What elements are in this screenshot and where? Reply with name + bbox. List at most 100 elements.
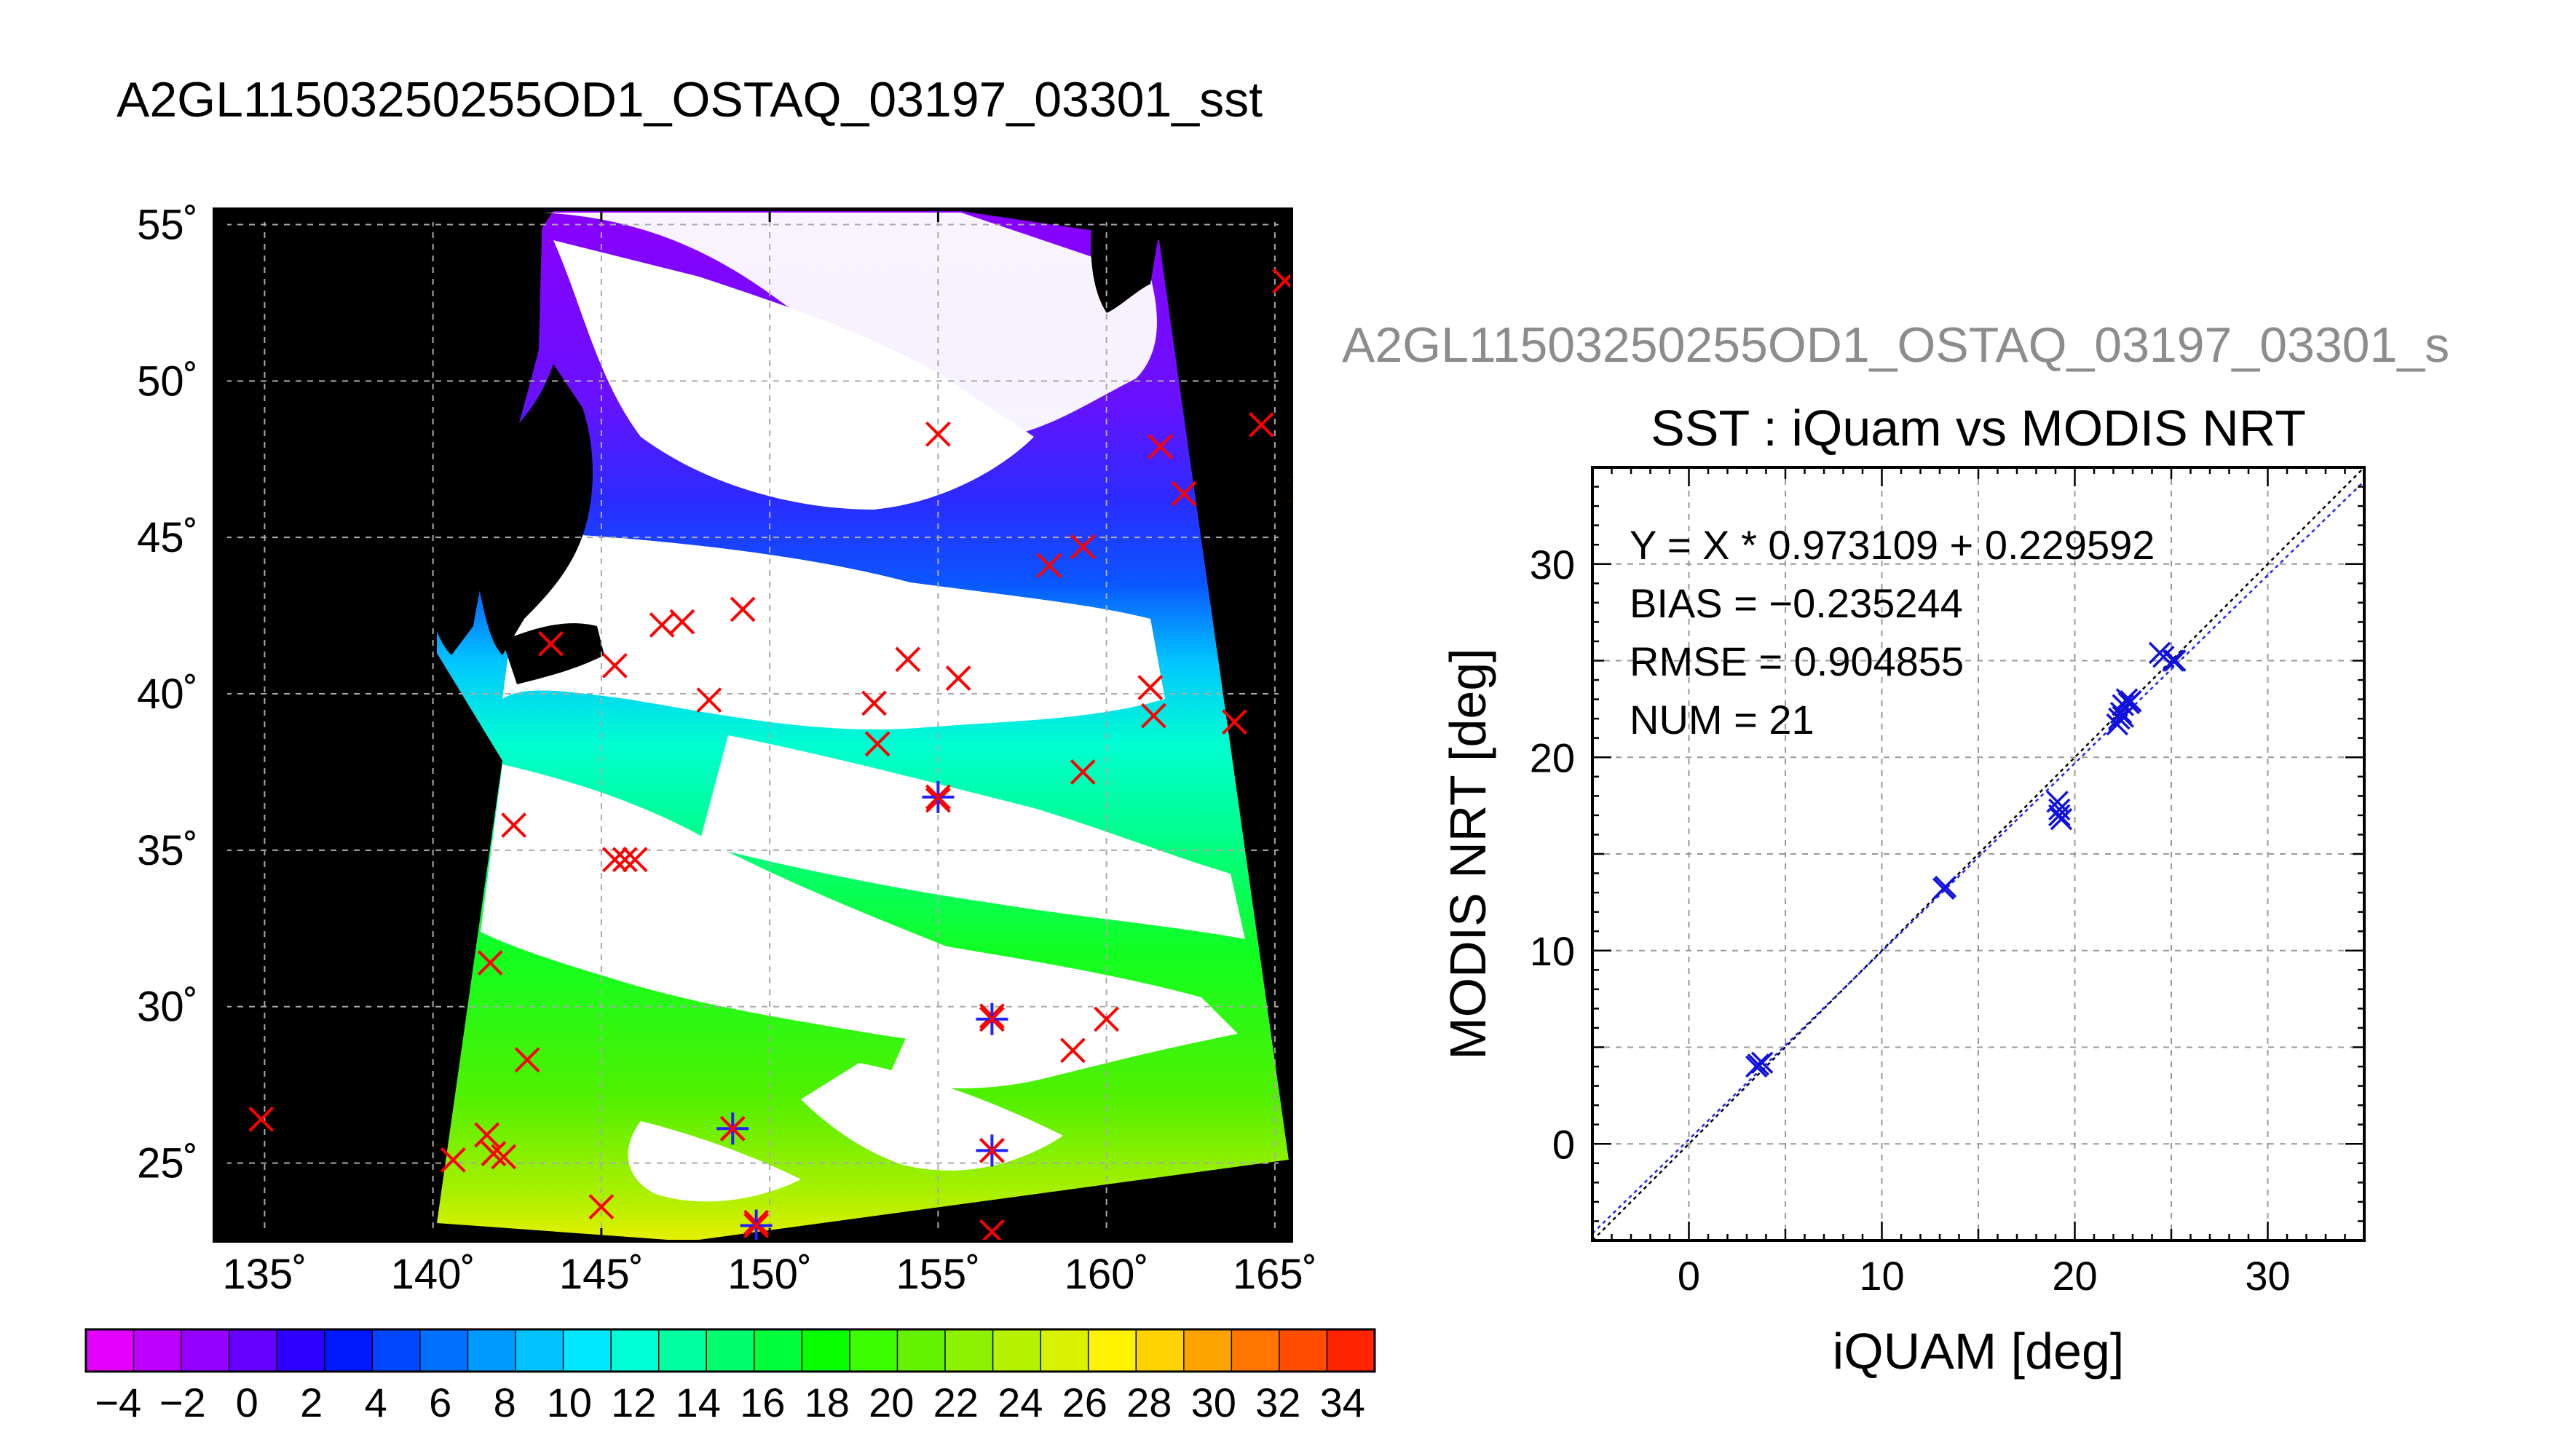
map-marker-all xyxy=(864,731,891,757)
map-marker-all xyxy=(538,630,564,657)
scatter-x-tick-label: 0 xyxy=(1678,1253,1700,1299)
map-marker-matched xyxy=(976,1002,1008,1035)
colorbar-labels: −4 −2 0 2 4 6 8 10 12 14 16 18 20 22 24 26 28 30 32 34 xyxy=(95,1380,1365,1425)
map-marker-matched xyxy=(976,1134,1008,1167)
map-marker-all xyxy=(601,847,628,873)
colorbar-tick-label: 10 xyxy=(547,1380,592,1425)
colorbar-swatch xyxy=(611,1329,660,1372)
scatter-point xyxy=(2115,688,2139,711)
secondary-title: A2GL11503250255OD1_OSTAQ_03197_03301_s xyxy=(1342,317,2449,373)
map-marker-matched xyxy=(922,780,955,813)
scatter-point xyxy=(2120,690,2142,713)
colorbar-swatch xyxy=(849,1329,898,1372)
colorbar-swatch xyxy=(754,1329,802,1372)
colorbar-swatch xyxy=(945,1329,994,1372)
colorbar-swatch xyxy=(516,1329,564,1372)
colorbar-swatch xyxy=(277,1329,325,1372)
scatter-y-tick-label: 0 xyxy=(1552,1121,1575,1167)
scatter-y-tick-label: 10 xyxy=(1530,928,1575,974)
colorbar-swatch xyxy=(802,1329,850,1372)
colorbar-tick-label: −2 xyxy=(159,1380,206,1425)
scatter-point xyxy=(1750,1051,1774,1074)
colorbar-tick-label: 6 xyxy=(429,1380,451,1425)
map-marker-all xyxy=(1248,412,1274,438)
map-lon-labels: 135˚ 140˚ 145˚ 150˚ 155˚ 160˚ 165˚ xyxy=(222,1251,1317,1298)
scatter-point xyxy=(2162,649,2184,672)
colorbar-swatch xyxy=(181,1329,230,1372)
map-marker-all xyxy=(1059,1037,1086,1064)
map-ticks xyxy=(214,209,1292,1241)
map-marker-all xyxy=(440,1147,466,1173)
map-grid xyxy=(214,209,1292,1241)
map-lon-tick-label: 140˚ xyxy=(391,1251,475,1298)
colorbar-tick-label: 18 xyxy=(805,1380,850,1425)
scatter-point xyxy=(2046,791,2069,813)
map-lat-tick-label: 55˚ xyxy=(137,201,198,248)
colorbar-tick-label: 0 xyxy=(236,1380,258,1425)
scatter-annotation: BIAS = −0.235244 xyxy=(1630,580,1963,626)
map-markers-matched xyxy=(716,780,1008,1241)
scatter-y-tick-labels: 0 10 20 30 xyxy=(1530,542,1575,1168)
map-marker-all xyxy=(1137,675,1164,700)
colorbar-swatch xyxy=(86,1329,135,1372)
scatter-point xyxy=(2164,649,2187,672)
scatter-y-tick-label: 20 xyxy=(1530,735,1575,780)
map-marker-all xyxy=(895,646,921,673)
colorbar-tick-label: 4 xyxy=(365,1380,387,1425)
colorbar-tick-label: 32 xyxy=(1255,1380,1300,1425)
cloud-cover xyxy=(481,213,1245,1202)
map-marker-all xyxy=(601,652,628,678)
colorbar-tick-label: 2 xyxy=(300,1380,323,1425)
map-marker-all xyxy=(474,1122,500,1148)
map-marker-all xyxy=(696,687,722,713)
colorbar-swatch xyxy=(992,1329,1041,1372)
map-marker-all xyxy=(612,847,638,873)
colorbar-swatch xyxy=(419,1329,468,1372)
scatter-title: SST : iQuam vs MODIS NRT xyxy=(1651,400,2306,456)
colorbar-tick-label: 34 xyxy=(1320,1380,1365,1425)
map-marker-all xyxy=(1070,534,1096,560)
map-marker-all xyxy=(1221,709,1247,735)
colorbar-swatch xyxy=(1136,1329,1185,1372)
colorbar-swatch xyxy=(1040,1329,1089,1372)
colorbar-swatch xyxy=(229,1329,277,1372)
colorbar-tick-label: 20 xyxy=(869,1380,914,1425)
colorbar-tick-label: 24 xyxy=(998,1380,1043,1425)
map-marker-matched xyxy=(716,1112,749,1145)
map-lat-tick-label: 30˚ xyxy=(137,984,198,1031)
map-markers-all xyxy=(248,268,1292,1241)
scatter-point xyxy=(2109,701,2133,724)
scatter-y-axis-label: MODIS NRT [deg] xyxy=(1440,648,1496,1059)
map-marker-all xyxy=(622,847,648,873)
colorbar-tick-label: 30 xyxy=(1191,1380,1236,1425)
colorbar-swatch xyxy=(1279,1329,1327,1372)
colorbar-swatch xyxy=(372,1329,421,1372)
map-lon-tick-label: 145˚ xyxy=(559,1251,644,1298)
colorbar-swatch xyxy=(1183,1329,1232,1372)
colorbar-swatch xyxy=(1231,1329,1280,1372)
map-marker-all xyxy=(588,1194,615,1220)
map-marker-all xyxy=(925,421,951,447)
map-lat-labels: 25˚ 30˚ 35˚ 40˚ 45˚ 50˚ 55˚ xyxy=(137,201,198,1187)
map-lon-tick-label: 135˚ xyxy=(222,1251,307,1298)
colorbar-swatch xyxy=(897,1329,946,1372)
scatter-point xyxy=(2108,707,2131,730)
map-lat-tick-label: 25˚ xyxy=(137,1140,198,1187)
scatter-ticks xyxy=(1591,466,2366,1242)
map-marker-all xyxy=(491,1144,517,1170)
colorbar-tick-label: 12 xyxy=(611,1380,656,1425)
colorbar-tick-label: 8 xyxy=(494,1380,516,1425)
map-lon-tick-label: 155˚ xyxy=(896,1251,980,1298)
map-lon-tick-label: 160˚ xyxy=(1065,1251,1149,1298)
scatter-x-tick-label: 20 xyxy=(2052,1253,2097,1299)
scatter-y-tick-label: 30 xyxy=(1530,542,1575,587)
colorbar-swatch xyxy=(706,1329,755,1372)
fit-line xyxy=(1592,480,2364,1235)
main-title: A2GL11503250255OD1_OSTAQ_03197_03301_sst xyxy=(117,72,1263,127)
map-marker-all xyxy=(730,596,756,622)
scatter-annotation: Y = X * 0.973109 + 0.229592 xyxy=(1630,522,2155,568)
scatter-point xyxy=(1747,1053,1770,1076)
scatter-x-axis-label: iQUAM [deg] xyxy=(1833,1323,2125,1380)
scatter-point xyxy=(2048,804,2071,827)
map-marker-all xyxy=(481,1141,507,1167)
